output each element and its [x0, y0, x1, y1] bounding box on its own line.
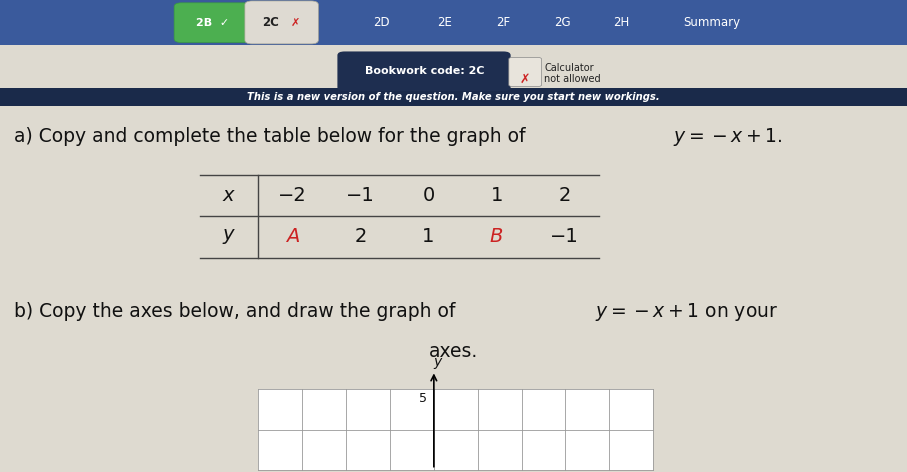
Text: −1: −1 [551, 228, 579, 246]
Text: $y$: $y$ [222, 228, 236, 246]
Text: b) Copy the axes below, and draw the graph of: b) Copy the axes below, and draw the gra… [14, 302, 461, 321]
Text: Calculator: Calculator [544, 63, 594, 73]
Text: ✗: ✗ [520, 73, 531, 86]
Text: $x$: $x$ [222, 186, 236, 205]
FancyBboxPatch shape [245, 1, 318, 44]
Text: 2B  ✓: 2B ✓ [196, 17, 229, 28]
Text: ✗: ✗ [291, 17, 300, 28]
Text: 1: 1 [423, 228, 434, 246]
Text: A: A [286, 228, 299, 246]
Text: Bookwork code: 2C: Bookwork code: 2C [365, 66, 484, 76]
Text: B: B [490, 228, 503, 246]
Text: $y$: $y$ [433, 356, 444, 371]
Text: $y=-x+1$.: $y=-x+1$. [673, 126, 783, 148]
Text: 5: 5 [419, 392, 427, 405]
Text: −1: −1 [346, 186, 375, 205]
Text: −2: −2 [278, 186, 307, 205]
Text: 2F: 2F [496, 16, 511, 29]
Text: $y=-x+1$ on your: $y=-x+1$ on your [595, 301, 778, 322]
Text: This is a new version of the question. Make sure you start new workings.: This is a new version of the question. M… [248, 92, 659, 102]
Text: Summary: Summary [684, 16, 740, 29]
Text: 0: 0 [423, 186, 434, 205]
FancyBboxPatch shape [174, 3, 250, 42]
Text: 2H: 2H [613, 16, 629, 29]
Bar [0, 88, 907, 106]
Bar [258, 389, 653, 470]
Text: 2: 2 [559, 186, 571, 205]
FancyBboxPatch shape [509, 58, 541, 86]
Text: 2C: 2C [262, 16, 278, 29]
FancyBboxPatch shape [337, 51, 511, 91]
Text: 2E: 2E [437, 16, 452, 29]
Text: 1: 1 [491, 186, 502, 205]
Text: a) Copy and complete the table below for the graph of: a) Copy and complete the table below for… [14, 127, 532, 146]
Text: axes.: axes. [429, 342, 478, 361]
Text: 2D: 2D [373, 16, 389, 29]
Text: not allowed: not allowed [544, 74, 600, 84]
Bar [0, 0, 907, 45]
Text: 2: 2 [355, 228, 366, 246]
Text: 2G: 2G [554, 16, 571, 29]
